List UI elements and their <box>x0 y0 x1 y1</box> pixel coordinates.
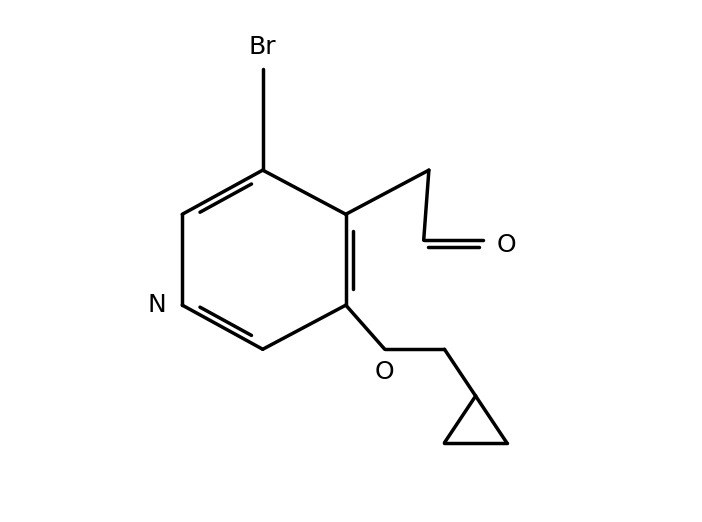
Text: N: N <box>148 293 166 317</box>
Text: O: O <box>375 360 395 384</box>
Text: O: O <box>496 233 516 257</box>
Text: Br: Br <box>249 34 277 58</box>
